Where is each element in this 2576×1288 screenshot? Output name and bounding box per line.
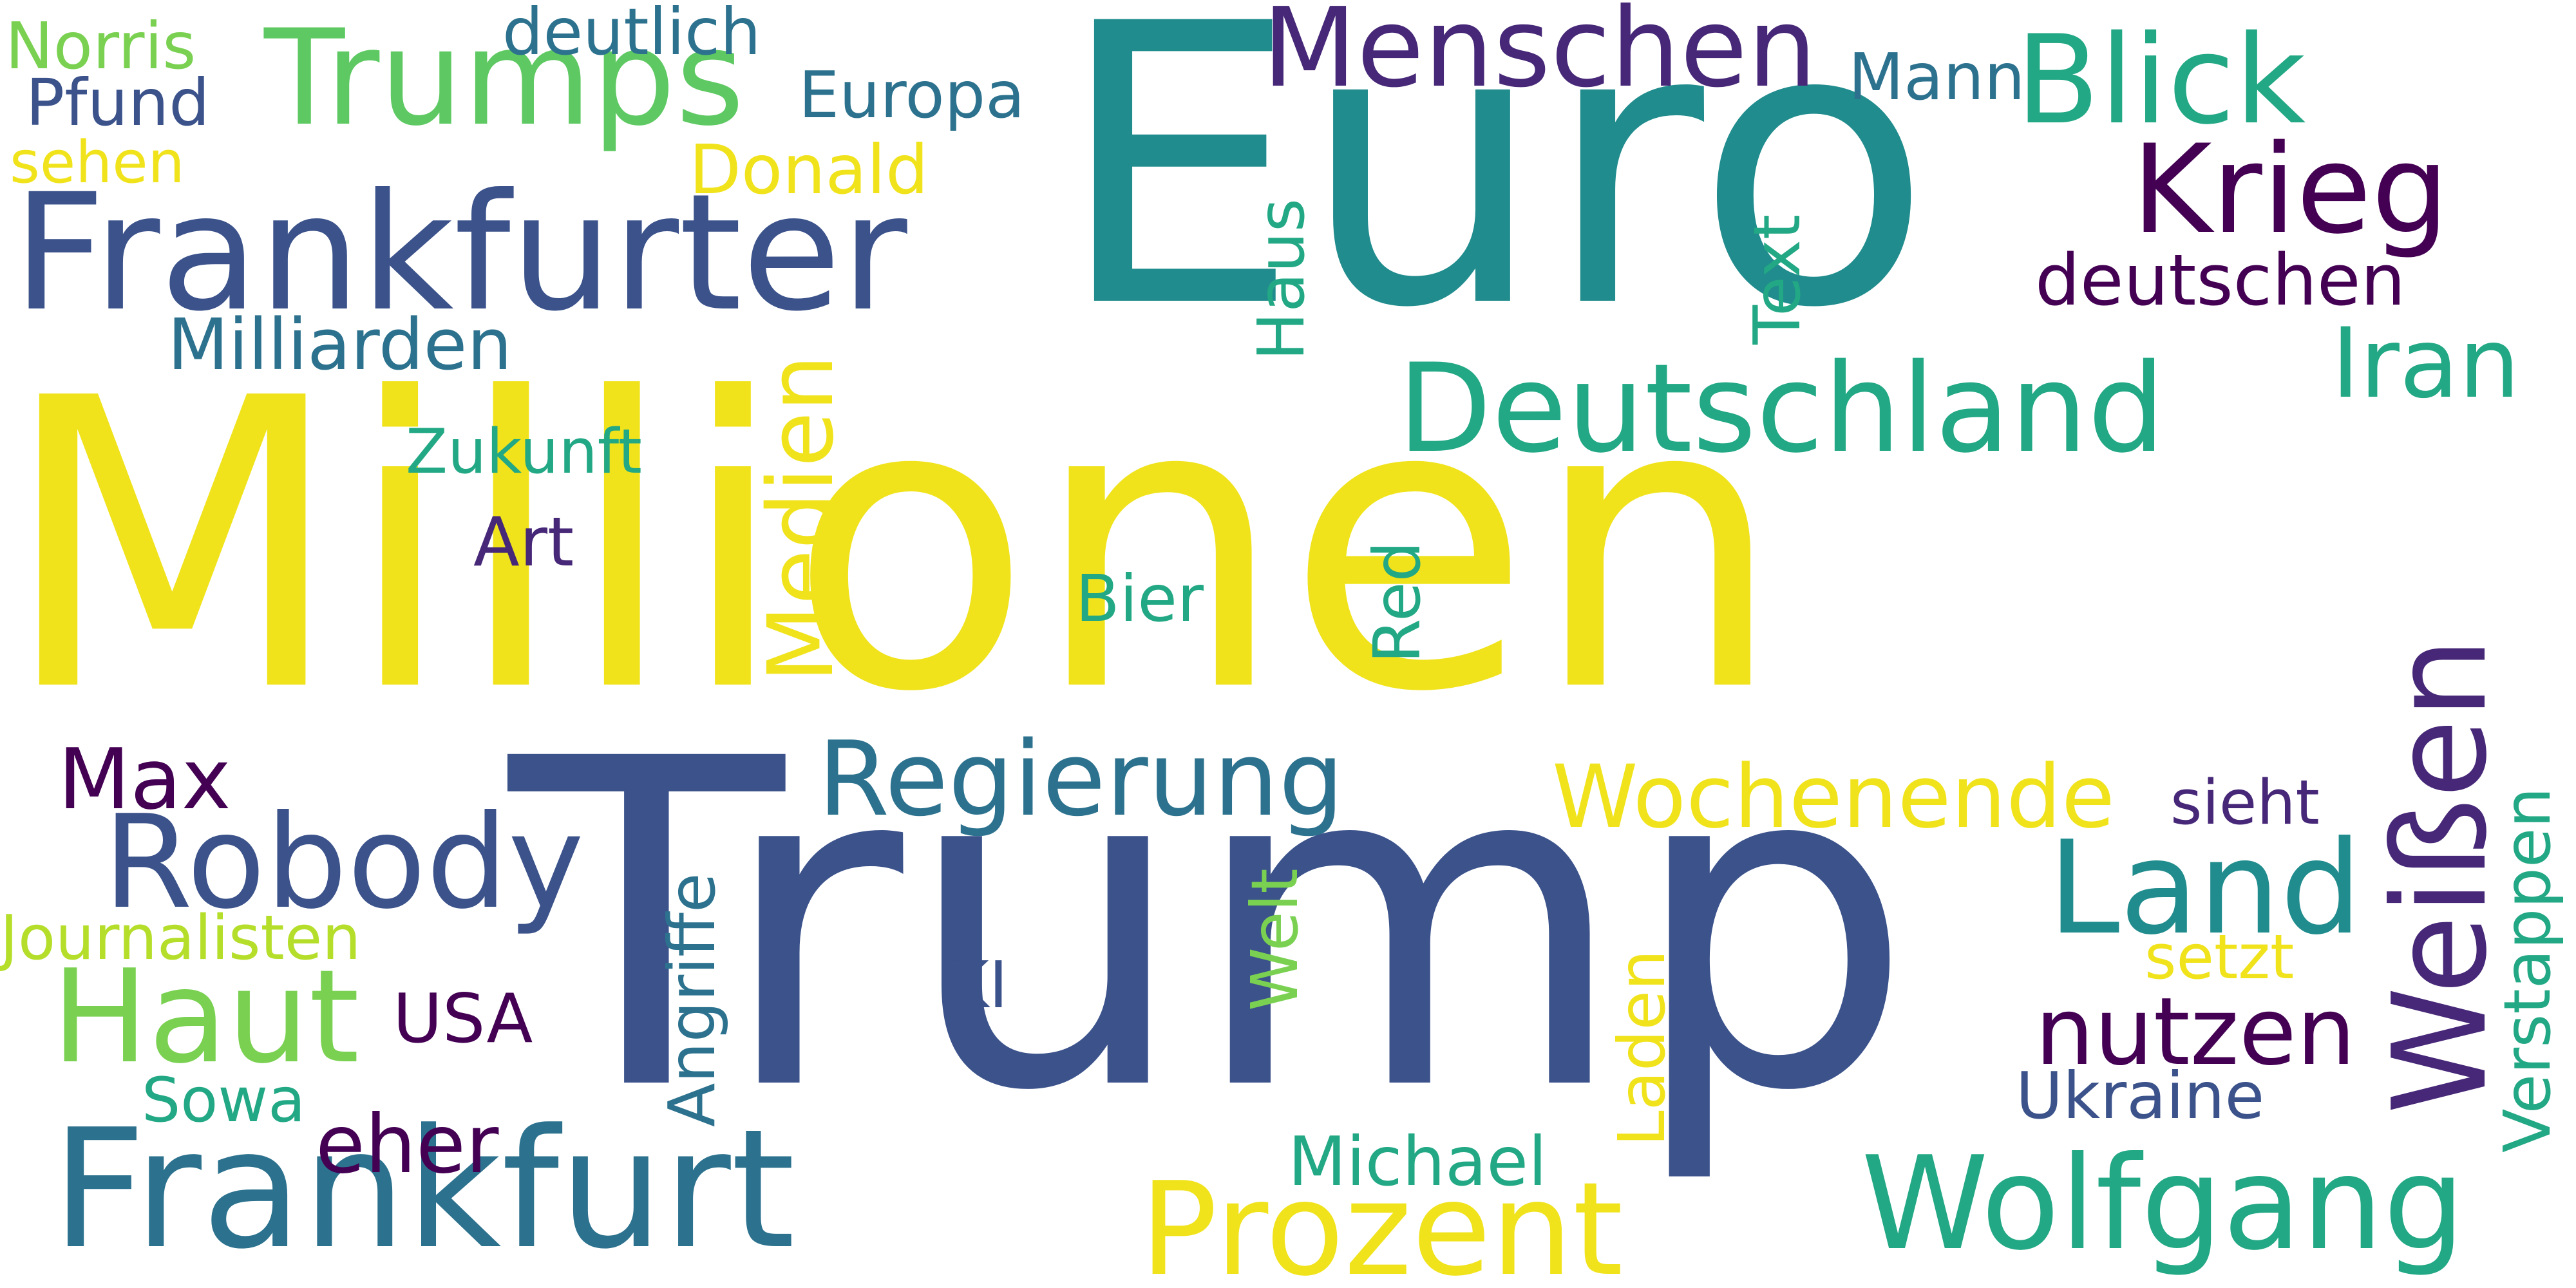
word-deutschland: Deutschland — [1397, 337, 2166, 480]
word-ukraine: Ukraine — [2016, 1058, 2265, 1133]
word-laden: Laden — [1604, 949, 1680, 1146]
word-deutschen: deutschen — [2035, 239, 2406, 321]
word-eher: eher — [316, 1098, 499, 1191]
word-ki: KI — [947, 947, 1009, 1023]
word-iran: Iran — [2331, 308, 2520, 420]
word-art: Art — [473, 503, 574, 582]
word-euro: Euro — [1056, 0, 1932, 392]
word-sieht: sieht — [2170, 768, 2320, 838]
word-krieg: Krieg — [2132, 118, 2449, 261]
word-red: Red — [1359, 541, 1435, 663]
word-usa: USA — [393, 980, 533, 1058]
word-wolfgang: Wolfgang — [1861, 1129, 2465, 1279]
word-verstappen: Verstappen — [2490, 787, 2565, 1153]
word-frankfurter: Frankfurter — [13, 159, 907, 346]
word-trump: Trump — [509, 665, 1915, 1189]
word-text: Text — [1739, 214, 1815, 345]
word-sowa: Sowa — [142, 1065, 306, 1136]
word-blick: Blick — [2016, 9, 2306, 151]
word-sehen: sehen — [10, 129, 185, 196]
word-journalisten: Journalisten — [0, 903, 361, 974]
word-pfund: Pfund — [26, 65, 210, 140]
word-land: Land — [2048, 813, 2362, 963]
word-mann: Mann — [1848, 39, 2025, 115]
word-europa: Europa — [799, 57, 1025, 133]
word-trumps: Trumps — [264, 2, 744, 155]
word-haut: Haut — [52, 942, 360, 1092]
word-donald: Donald — [689, 131, 929, 209]
word-zukunft: Zukunft — [406, 417, 642, 488]
word-nutzen: nutzen — [2035, 978, 2356, 1086]
word-norris: Norris — [5, 8, 196, 84]
word-bier: Bier — [1075, 561, 1204, 636]
word-weissen: Weißen — [2365, 637, 2515, 1114]
word-milliarden: Milliarden — [167, 303, 513, 386]
word-haus: Haus — [1244, 198, 1319, 361]
word-wochenende: Wochenende — [1552, 746, 2115, 848]
word-regierung: Regierung — [818, 719, 1345, 839]
word-millionen: Millionen — [0, 315, 1785, 779]
word-menschen: Menschen — [1262, 0, 1817, 112]
word-medien: Medien — [749, 354, 854, 683]
word-michael: Michael — [1288, 1122, 1548, 1201]
word-angriffe: Angriffe — [654, 873, 730, 1127]
word-frankfurt: Frankfurt — [52, 1094, 795, 1285]
word-welt: Welt — [1237, 868, 1312, 1011]
word-setzt: setzt — [2145, 922, 2295, 993]
word-max: Max — [58, 730, 231, 828]
word-deutlich: deutlich — [502, 0, 761, 70]
word-prozent: Prozent — [1140, 1155, 1624, 1288]
word-robody: Robody — [103, 788, 584, 938]
